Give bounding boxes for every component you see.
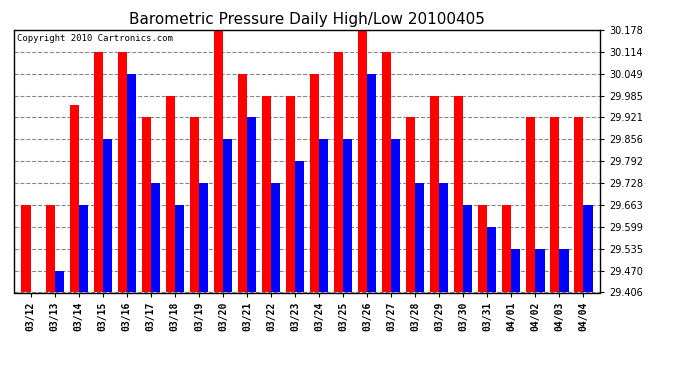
Bar [487,227,497,292]
Bar [295,161,304,292]
Bar [46,205,55,292]
Bar [21,205,30,292]
Bar [463,205,473,292]
Bar [391,140,400,292]
Text: Copyright 2010 Cartronics.com: Copyright 2010 Cartronics.com [17,34,172,43]
Bar [382,52,391,292]
Bar [584,205,593,292]
Bar [310,74,319,292]
Bar [406,117,415,292]
Bar [478,205,487,292]
Bar [262,96,271,292]
Bar [214,30,223,292]
Bar [79,205,88,292]
Bar [190,117,199,292]
Bar [271,183,280,292]
Bar [55,271,63,292]
Bar [247,117,256,292]
Bar [511,249,520,292]
Bar [367,74,376,292]
Bar [526,117,535,292]
Bar [454,96,463,292]
Bar [127,74,136,292]
Bar [415,183,424,292]
Bar [151,183,160,292]
Bar [551,117,560,292]
Bar [117,52,127,292]
Bar [70,105,79,292]
Bar [560,249,569,292]
Bar [334,52,343,292]
Bar [166,96,175,292]
Bar [535,249,544,292]
Bar [175,205,184,292]
Bar [502,205,511,292]
Title: Barometric Pressure Daily High/Low 20100405: Barometric Pressure Daily High/Low 20100… [129,12,485,27]
Bar [141,117,151,292]
Bar [199,183,208,292]
Bar [574,117,584,292]
Bar [103,140,112,292]
Bar [94,52,103,292]
Bar [286,96,295,292]
Bar [343,140,352,292]
Bar [440,183,449,292]
Bar [238,74,247,292]
Bar [430,96,440,292]
Bar [319,140,328,292]
Bar [223,140,232,292]
Bar [358,30,367,292]
